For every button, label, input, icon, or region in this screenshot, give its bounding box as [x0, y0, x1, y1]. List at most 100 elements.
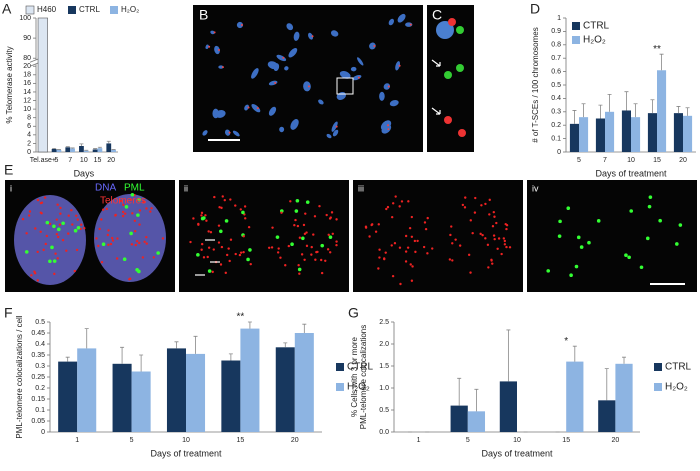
error-bar	[70, 147, 75, 149]
y-tick-label: 0.5	[551, 82, 561, 89]
telomere-dot	[393, 241, 397, 245]
y-axis-label: PML-telomere colocalizations / cell	[15, 315, 24, 438]
telomere-dot	[244, 217, 247, 220]
bar	[221, 360, 241, 432]
y-tick-label: 6	[27, 123, 31, 130]
telomere-dot	[303, 258, 306, 261]
error-bar	[607, 93, 612, 112]
error-bar	[283, 342, 288, 348]
pml-dot	[24, 250, 29, 254]
telomere-dot	[282, 56, 285, 59]
telomere-dot	[467, 253, 471, 257]
y-axis-label: PML-telomere colocalizations	[359, 325, 368, 430]
telomere-dot	[484, 237, 487, 240]
telomere-dot	[294, 218, 297, 222]
pml-dot	[52, 259, 57, 263]
telomere-dot	[276, 251, 280, 254]
zoom-dot	[448, 18, 456, 26]
telomere-dot	[57, 235, 60, 239]
legend-label: CTRL	[583, 21, 610, 32]
telomere-dot	[497, 237, 501, 240]
telomere-dot	[145, 242, 148, 245]
telomere-dot	[67, 214, 70, 217]
telomere-dot	[73, 269, 76, 273]
legend-swatch	[654, 383, 662, 391]
x-tick-label: Tel.ase+	[30, 157, 56, 164]
chromosome	[268, 80, 278, 86]
chromosome	[214, 45, 220, 55]
x-axis-label: Days of treatment	[481, 448, 553, 458]
telomere-dot	[100, 218, 103, 221]
error-bar	[685, 107, 690, 116]
telomere-dot	[398, 64, 401, 67]
legend-swatch	[68, 6, 76, 14]
telomere-dot	[287, 244, 291, 248]
telomere-dot	[207, 246, 211, 249]
telomere-dot	[411, 265, 414, 268]
chromosome	[215, 110, 226, 118]
telomere-dot	[224, 271, 227, 275]
chromosome	[284, 66, 289, 71]
telomere-dot	[30, 274, 33, 277]
telomere-dot	[239, 251, 243, 254]
telomere-dot	[211, 270, 214, 274]
telomere-dot	[271, 226, 274, 229]
telomere-dot	[370, 223, 374, 226]
telomere-dot	[326, 248, 330, 251]
telomere-dot	[200, 211, 204, 215]
telomere-dot	[219, 263, 223, 266]
telomere-dot	[40, 212, 43, 215]
telomere-dot	[383, 257, 386, 261]
bar	[615, 363, 633, 432]
pml-dot	[624, 253, 628, 257]
bar	[294, 333, 314, 432]
telomere-dot	[256, 107, 259, 110]
telomere-dot	[450, 225, 453, 228]
legend-label: H₂O₂	[583, 35, 606, 46]
pml-dot	[639, 265, 644, 270]
x-tick-label: 1	[417, 437, 421, 444]
telomere-dot	[335, 125, 338, 128]
chromosome	[268, 106, 277, 116]
zoom-dot	[456, 64, 464, 72]
chromosome	[251, 68, 259, 79]
chromosome	[251, 103, 261, 113]
telomere-dot	[385, 207, 388, 211]
telomere-dot	[479, 232, 482, 236]
telomere-dot	[138, 223, 141, 226]
y-tick-label: 20	[23, 63, 31, 70]
telomere-dot	[325, 213, 328, 217]
y-tick-label: 1	[557, 15, 561, 22]
error-bar	[581, 103, 586, 118]
telomere-dot	[242, 250, 245, 254]
y-tick-label: 0.5	[379, 407, 389, 414]
pml-dot	[48, 259, 52, 264]
y-tick-label: 100	[19, 15, 31, 22]
telomere-dot	[327, 233, 330, 236]
bar	[240, 328, 260, 432]
telomere-dot	[409, 263, 412, 266]
panel-label: F	[4, 305, 13, 321]
stain-pml: PML	[124, 183, 145, 194]
pml-dot	[61, 221, 65, 226]
telomere-dot	[220, 206, 223, 210]
x-tick-label: 10	[80, 157, 88, 164]
bar	[579, 117, 589, 152]
telomere-dot	[54, 252, 57, 255]
pml-dot	[648, 195, 653, 199]
telomere-dot	[70, 208, 73, 212]
telomere-dot	[150, 207, 153, 210]
telomere-dot	[145, 207, 148, 210]
telomere-dot	[42, 248, 45, 252]
nucleus	[14, 195, 86, 285]
chromosome	[232, 130, 240, 137]
telomere-dot	[223, 198, 226, 202]
nucleus	[94, 194, 166, 282]
telomere-dot	[83, 226, 86, 230]
telomere-dot	[305, 231, 308, 234]
telomere-dot	[374, 230, 378, 233]
error-bar	[174, 341, 179, 349]
telomere-dot	[130, 243, 134, 246]
error-bar	[572, 110, 577, 124]
